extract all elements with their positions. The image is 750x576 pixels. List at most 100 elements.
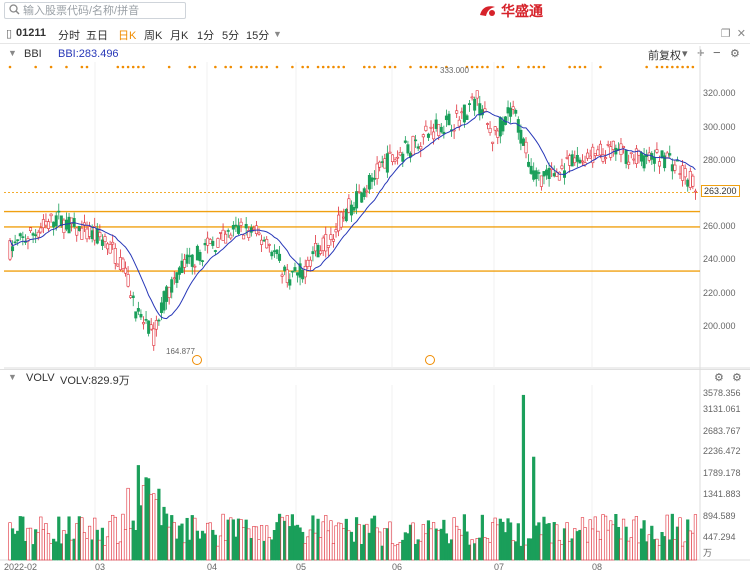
signal-dot [65,65,68,69]
volume-bar [288,526,292,561]
restore-window-icon[interactable]: ❐ [720,28,731,40]
main-indicator-name[interactable]: BBI [24,48,42,60]
high-price-label: 333.000 [440,66,469,75]
signal-dot [260,65,263,69]
volume-bar [396,544,400,561]
volume-bar [242,527,246,561]
candle-body [211,240,215,246]
candle-body [665,152,669,159]
signal-dot [327,65,330,69]
candle-body [591,146,595,164]
candle-body [337,214,341,232]
candle-body [624,150,628,164]
candle-body [439,126,443,133]
volume-bar [344,518,348,561]
candle-body [231,225,235,230]
candle-body [426,133,430,138]
search-input[interactable] [23,4,183,17]
candle-body [480,109,484,116]
candle-body [82,222,86,226]
candle-body [49,213,53,217]
volume-bar [655,538,659,561]
tab-5min[interactable]: 5分 [222,30,240,42]
volume-bar [550,542,554,561]
candle-body [552,173,556,177]
volume-indicator-name[interactable]: VOLV [26,372,55,384]
volume-bar [298,527,302,561]
candle-body [224,233,228,244]
candle-body [434,119,438,129]
add-indicator-icon[interactable]: + [697,45,705,60]
volume-bar [439,528,443,561]
volume-tick: 894.589 [703,511,736,521]
tab-weekly-k[interactable]: 周K [144,30,163,42]
volume-settings-icon[interactable]: ⚙ [714,372,724,384]
volume-bar [434,528,438,561]
volume-bar [447,543,451,561]
volume-menu-icon[interactable]: ⚙ [732,372,742,384]
volume-bar [611,524,615,561]
signal-dot [516,65,520,69]
signal-dot [224,65,227,69]
candle-body [311,251,315,255]
candle-body [550,167,554,171]
candle-body [357,191,361,193]
candle-body [442,131,446,135]
tab-intraday[interactable]: 分时 [58,30,80,42]
volume-bar [557,539,561,561]
remove-indicator-icon[interactable]: − [713,45,721,60]
collapse-volume-icon[interactable]: ▼ [8,372,17,382]
signal-dot [373,65,376,69]
volume-bar [663,536,667,561]
sidebar-toggle-icon[interactable]: ▯ [6,28,13,40]
volume-bar [534,525,538,561]
volume-bar [98,539,102,561]
period-dropdown-icon[interactable]: ▼ [273,29,282,39]
volume-axis: 3578.356 3131.061 2683.767 2236.472 1789… [703,384,750,564]
candle-body [688,171,692,188]
candle-body [534,170,538,180]
candle-body [349,204,353,216]
signal-dot [321,65,325,69]
signal-dot [85,65,89,69]
volume-bar [586,541,590,561]
candle-body [93,226,97,241]
candle-body [632,158,636,161]
candle-body [64,219,68,230]
tab-1min[interactable]: 1分 [197,30,215,42]
adjust-dropdown-icon[interactable]: ▾ [682,48,688,60]
candle-body [478,103,482,116]
volume-bar [44,523,48,561]
search-box[interactable] [4,2,186,19]
collapse-main-icon[interactable]: ▼ [8,48,17,58]
volume-bar [485,538,490,561]
volume-bar [642,520,646,561]
tab-monthly-k[interactable]: 月K [170,30,189,42]
volume-bar [426,520,431,561]
adjust-dropdown[interactable]: 前复权 [648,50,681,62]
candle-body [598,143,602,156]
volume-bar [603,515,608,561]
candle-body [580,160,584,163]
volume-bar [444,533,449,561]
candle-body [570,154,574,167]
volume-tick: 2236.472 [703,446,741,456]
candle-body [365,190,369,193]
volume-bar [313,532,318,561]
settings-gear-icon[interactable]: ⚙ [730,48,740,60]
tab-daily-k[interactable]: 日K [118,30,137,42]
volume-bar [144,477,148,561]
candle-body [41,219,45,229]
volume-bar [354,517,359,561]
volume-bar [111,514,115,561]
volume-bar [632,519,636,561]
tab-15min[interactable]: 15分 [246,30,270,42]
candle-body [596,149,600,156]
volume-bar [218,535,223,561]
candle-body [152,328,156,346]
volume-bars [8,394,698,561]
volume-bar [206,522,210,561]
tab-five-day[interactable]: 五日 [86,30,108,42]
close-window-icon[interactable]: ✕ [736,28,746,40]
